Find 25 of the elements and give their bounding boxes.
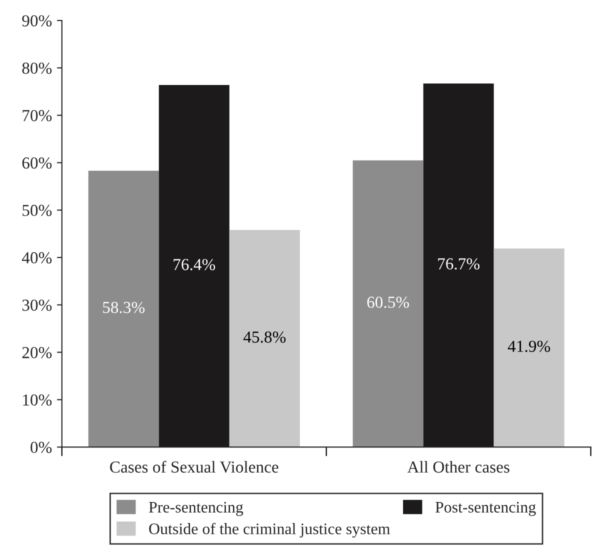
y-tick-label: 60% [22, 157, 52, 169]
y-tick-label: 0% [30, 442, 52, 454]
y-tick-label: 90% [22, 15, 52, 26]
legend-label: Pre-sentencing [148, 502, 244, 516]
legend-label: Post-sentencing [435, 502, 536, 516]
data-label: 41.9% [508, 340, 550, 352]
y-tick-label: 10% [23, 394, 52, 406]
bar [494, 248, 564, 448]
bar [352, 160, 424, 448]
x-tick-label: All Other cases [407, 460, 510, 473]
y-tick-label: 50% [22, 204, 52, 216]
data-label: 76.7% [438, 258, 480, 270]
data-label: 76.4% [174, 258, 216, 270]
bar [88, 170, 159, 448]
y-tick-label: 40% [22, 252, 52, 264]
bar [229, 230, 300, 448]
y-tick-label: 20% [22, 346, 52, 358]
legend-label: Outside of the criminal justice system [149, 522, 390, 538]
y-tick-label: 80% [22, 62, 52, 74]
data-label: 45.8% [243, 331, 286, 343]
y-tick-label: 30% [22, 300, 52, 311]
data-label: 58.3% [103, 302, 145, 314]
y-tick-label: 70% [22, 110, 52, 122]
x-tick-label: Cases of Sexual Violence [110, 460, 278, 473]
data-label: 60.5% [367, 296, 410, 308]
